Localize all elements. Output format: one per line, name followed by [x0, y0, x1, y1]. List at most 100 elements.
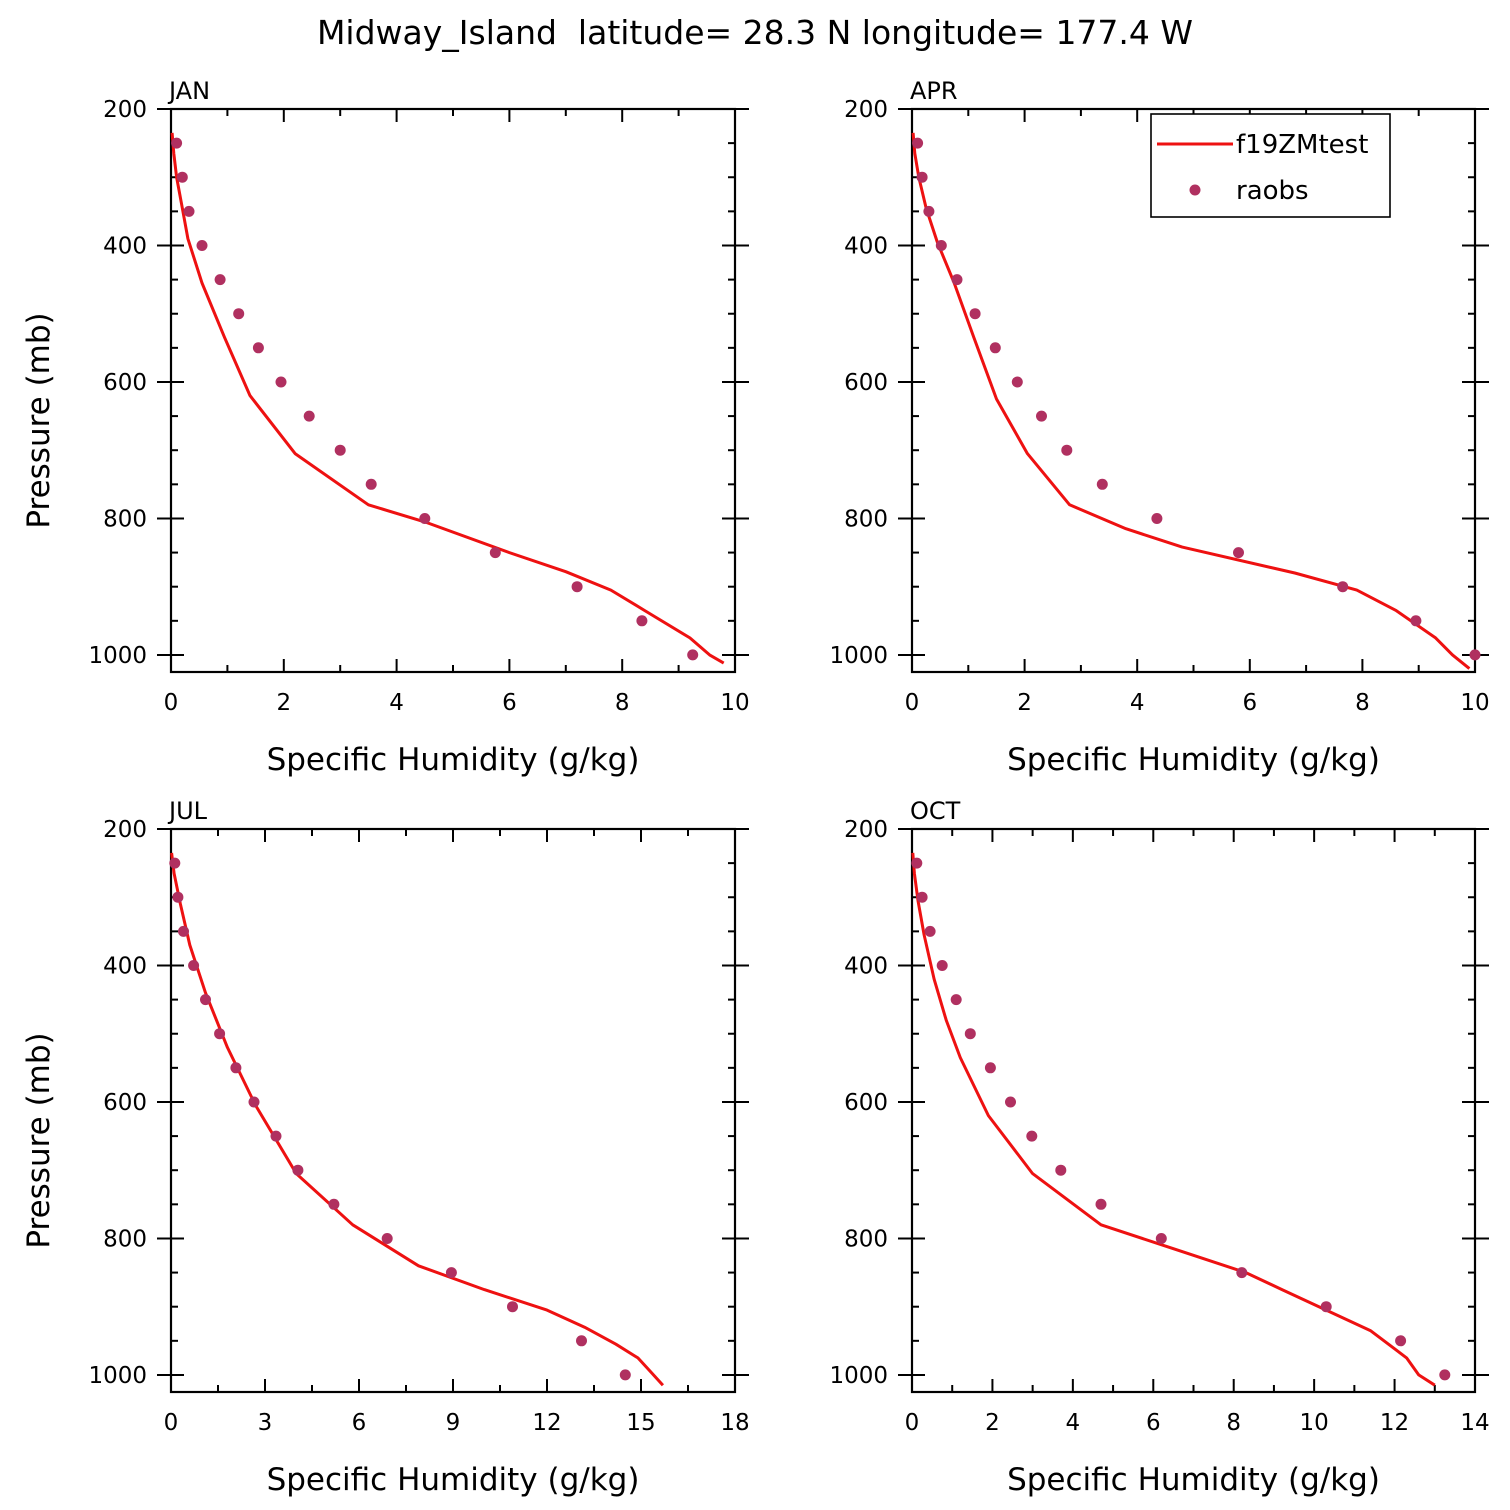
obs-point — [912, 137, 924, 149]
obs-point — [924, 925, 936, 937]
obs-point — [176, 171, 188, 183]
obs-point — [571, 581, 583, 593]
x-tick-label: 2 — [276, 690, 291, 716]
obs-point — [576, 1335, 587, 1347]
obs-point — [1151, 513, 1163, 524]
obs-point — [964, 1028, 976, 1040]
x-tick-label: 6 — [1242, 690, 1257, 716]
y-axis-label: Pressure (mb) — [21, 312, 57, 528]
obs-point — [1036, 410, 1047, 422]
obs-point — [1320, 1301, 1332, 1313]
y-tick-label: 600 — [844, 370, 888, 396]
obs-point — [303, 410, 315, 422]
x-tick-label: 10 — [1460, 690, 1489, 716]
obs-point — [687, 649, 699, 661]
obs-point — [923, 205, 935, 217]
obs-point — [636, 615, 648, 627]
obs-point — [214, 274, 226, 286]
y-tick-label: 600 — [103, 370, 147, 396]
panel-jan: JAN 0 2 4 6 8 10 200 400 600 800 1000 Specific Humid… — [21, 77, 750, 778]
obs-point — [188, 960, 200, 971]
obs-point — [1337, 581, 1349, 593]
y-tick-label: 400 — [103, 233, 147, 259]
legend-obs-label: raobs — [1236, 176, 1309, 206]
obs-point — [950, 994, 962, 1006]
obs-point — [171, 137, 183, 149]
y-tick-label: 800 — [103, 1226, 147, 1252]
legend-model-label: f19ZMtest — [1236, 130, 1368, 160]
legend-obs-swatch — [1189, 184, 1201, 196]
x-axis-label: Specific Humidity (g/kg) — [267, 742, 640, 778]
obs-point — [911, 857, 923, 869]
x-tick-label: 6 — [352, 1410, 367, 1436]
obs-point — [969, 308, 981, 320]
obs-point — [214, 1028, 226, 1040]
obs-point — [989, 342, 1001, 354]
x-tick-label: 2 — [1017, 690, 1032, 716]
y-tick-label: 800 — [103, 506, 147, 532]
obs-point — [1061, 444, 1073, 456]
x-tick-label: 10 — [720, 690, 749, 716]
obs-point — [1095, 1198, 1107, 1210]
y-tick-label: 400 — [844, 233, 888, 259]
obs-point — [916, 171, 928, 183]
y-tick-label: 200 — [103, 817, 147, 843]
legend: f19ZMtest raobs — [1150, 113, 1391, 218]
obs-point — [230, 1062, 242, 1074]
panel-oct: OCT 0 2 4 6 8 10 12 14 200 400 600 800 1000 Specific H… — [829, 797, 1489, 1498]
x-tick-label: 8 — [1355, 690, 1370, 716]
obs-point — [445, 1267, 457, 1279]
model-line-oct — [911, 852, 1436, 1387]
x-tick-label: 18 — [720, 1410, 749, 1436]
obs-point — [328, 1198, 340, 1210]
x-tick-label: 0 — [164, 1410, 179, 1436]
obs-point — [183, 205, 195, 217]
obs-point — [178, 925, 189, 937]
obs-point — [292, 1164, 304, 1176]
y-tick-label: 1000 — [88, 643, 147, 669]
panel-apr: APR 0 2 4 6 8 10 200 400 600 800 1000 Specific Humid… — [829, 77, 1489, 778]
x-tick-label: 0 — [905, 1410, 920, 1436]
obs-point — [1096, 478, 1108, 490]
x-tick-label: 0 — [905, 690, 920, 716]
obs-point — [1410, 615, 1422, 627]
x-tick-label: 14 — [1460, 1410, 1489, 1436]
obs-point — [1439, 1369, 1451, 1381]
plot-frame-oct — [910, 827, 1477, 1394]
panel-label-jan: JAN — [167, 77, 210, 105]
y-tick-label: 400 — [844, 953, 888, 979]
y-tick-label: 600 — [103, 1090, 147, 1116]
obs-point — [1155, 1233, 1167, 1244]
obs-point — [1055, 1164, 1067, 1176]
obs-point — [233, 308, 245, 320]
obs-point — [936, 960, 948, 971]
obs-point — [951, 274, 963, 286]
obs-point — [172, 891, 184, 903]
y-tick-label: 1000 — [88, 1363, 147, 1389]
obs-point — [1469, 649, 1481, 661]
legend-box — [1150, 113, 1391, 218]
obs-point — [1236, 1267, 1248, 1279]
x-tick-label: 12 — [532, 1410, 561, 1436]
model-line-jul — [170, 852, 665, 1387]
x-tick-label: 6 — [502, 690, 517, 716]
obs-point — [169, 857, 181, 869]
obs-point — [1026, 1130, 1038, 1142]
obs-point — [984, 1062, 996, 1074]
obs-point — [935, 240, 947, 251]
y-tick-label: 200 — [844, 817, 888, 843]
x-tick-label: 8 — [1226, 1410, 1241, 1436]
obs-point — [489, 547, 501, 559]
plot-frame-jul — [169, 827, 737, 1394]
x-axis-label: Specific Humidity (g/kg) — [1007, 1462, 1380, 1498]
obs-point — [619, 1369, 631, 1381]
y-tick-label: 800 — [844, 1226, 888, 1252]
y-tick-label: 800 — [844, 506, 888, 532]
x-tick-label: 8 — [615, 690, 630, 716]
x-tick-label: 6 — [1146, 1410, 1161, 1436]
obs-point — [1233, 547, 1244, 559]
y-tick-label: 1000 — [829, 1363, 888, 1389]
obs-point — [270, 1130, 282, 1142]
